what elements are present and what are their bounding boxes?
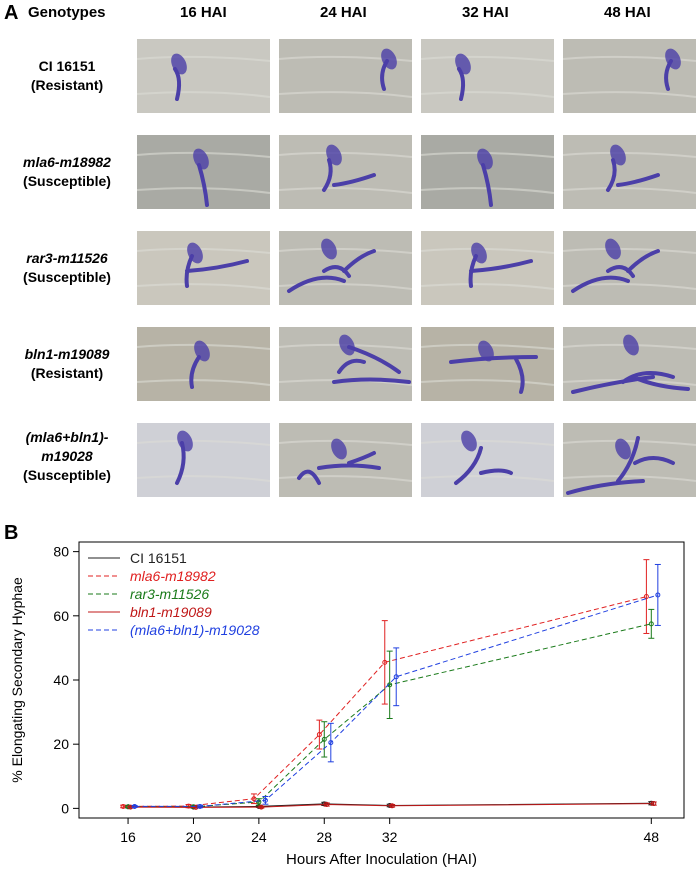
micrograph-r5-c3 — [421, 423, 554, 497]
legend-entry: mla6-m18982 — [130, 568, 216, 584]
micrograph-r5-c4 — [563, 423, 696, 497]
data-point — [262, 797, 268, 803]
legend-entry: CI 16151 — [130, 550, 187, 566]
x-tick-label: 24 — [251, 829, 267, 845]
data-point — [197, 803, 203, 809]
legend-entry: rar3-m11526 — [130, 586, 209, 602]
micrograph-r4-c4 — [563, 327, 696, 401]
micrograph-r2-c4 — [563, 135, 696, 209]
data-point — [120, 803, 126, 809]
data-point — [655, 592, 661, 598]
micrograph-r4-c2 — [279, 327, 412, 401]
genotype-name-cont: m19028 — [41, 448, 93, 464]
data-point — [132, 803, 138, 809]
data-point — [321, 736, 327, 742]
micrograph-r4-c3 — [421, 327, 554, 401]
micrograph-r2-c1 — [137, 135, 270, 209]
micrograph-r2-c2 — [279, 135, 412, 209]
data-point — [328, 740, 334, 746]
genotype-name: mla6-m18982 — [23, 154, 111, 170]
genotype-name: CI 16151 — [38, 58, 96, 74]
phenotype: (Susceptible) — [23, 269, 111, 285]
row-label-mla6-bln1: (mla6+bln1)- m19028 (Susceptible) — [6, 428, 128, 485]
series-line-3 — [130, 803, 654, 808]
y-tick-label: 20 — [53, 736, 69, 752]
line-chart: 0 20 40 60 80 16 20 24 28 32 48 Hours After Inocula… — [9, 541, 685, 868]
micrograph-r5-c1 — [137, 423, 270, 497]
data-point — [258, 804, 264, 810]
genotype-name: (mla6+bln1)- — [25, 429, 109, 445]
series-line-4 — [134, 594, 658, 807]
micrograph-r3-c3 — [421, 231, 554, 305]
micrograph-r1-c3 — [421, 39, 554, 113]
phenotype: (Susceptible) — [23, 173, 111, 189]
phenotype: (Resistant) — [30, 365, 104, 381]
phenotype: (Resistant) — [30, 77, 104, 93]
micrograph-r3-c1 — [137, 231, 270, 305]
micrograph-r5-c2 — [279, 423, 412, 497]
micrograph-r4-c1 — [137, 327, 270, 401]
micrograph-r3-c2 — [279, 231, 412, 305]
data-point — [643, 594, 649, 600]
data-point — [324, 802, 330, 808]
row-label-ci16151: CI 16151 (Resistant) — [6, 57, 128, 95]
data-point — [382, 659, 388, 665]
micrograph-r1-c2 — [279, 39, 412, 113]
y-tick-label: 0 — [61, 800, 69, 816]
legend-entry: (mla6+bln1)-m19028 — [130, 622, 260, 638]
legend-entry: bln1-m19089 — [130, 604, 212, 620]
series-line-1 — [123, 596, 647, 807]
column-header-48hai: 48 HAI — [604, 4, 651, 21]
y-tick-label: 40 — [53, 672, 69, 688]
y-tick-label: 80 — [53, 544, 69, 560]
column-header-16hai: 16 HAI — [180, 4, 227, 21]
panel-b-letter: B — [4, 522, 19, 544]
phenotype: (Susceptible) — [23, 467, 111, 483]
series-line-2 — [128, 623, 652, 808]
data-point — [648, 621, 654, 627]
x-tick-label: 20 — [186, 829, 202, 845]
data-point — [651, 801, 657, 807]
x-tick-label: 28 — [316, 829, 332, 845]
x-tick-label: 32 — [382, 829, 398, 845]
data-point — [393, 674, 399, 680]
column-header-24hai: 24 HAI — [320, 4, 367, 21]
x-tick-label: 48 — [644, 829, 660, 845]
y-tick-label: 60 — [53, 608, 69, 624]
data-point — [256, 799, 262, 805]
row-label-rar3: rar3-m11526 (Susceptible) — [6, 249, 128, 287]
micrograph-r3-c4 — [563, 231, 696, 305]
row-label-bln1: bln1-m19089 (Resistant) — [6, 345, 128, 383]
micrograph-r2-c3 — [421, 135, 554, 209]
genotype-name: rar3-m11526 — [26, 250, 108, 266]
x-tick-label: 16 — [120, 829, 136, 845]
genotypes-header: Genotypes — [28, 4, 106, 21]
row-label-mla6: mla6-m18982 (Susceptible) — [6, 153, 128, 191]
column-header-32hai: 32 HAI — [462, 4, 509, 21]
genotype-name: bln1-m19089 — [24, 346, 110, 362]
data-point — [389, 803, 395, 809]
micrograph-r1-c1 — [137, 39, 270, 113]
micrograph-r1-c4 — [563, 39, 696, 113]
data-point — [316, 732, 322, 738]
panel-a-letter: A — [4, 2, 19, 24]
x-axis-label: Hours After Inoculation (HAI) — [286, 851, 477, 868]
y-axis-label: % Elongating Secondary Hyphae — [9, 577, 25, 783]
